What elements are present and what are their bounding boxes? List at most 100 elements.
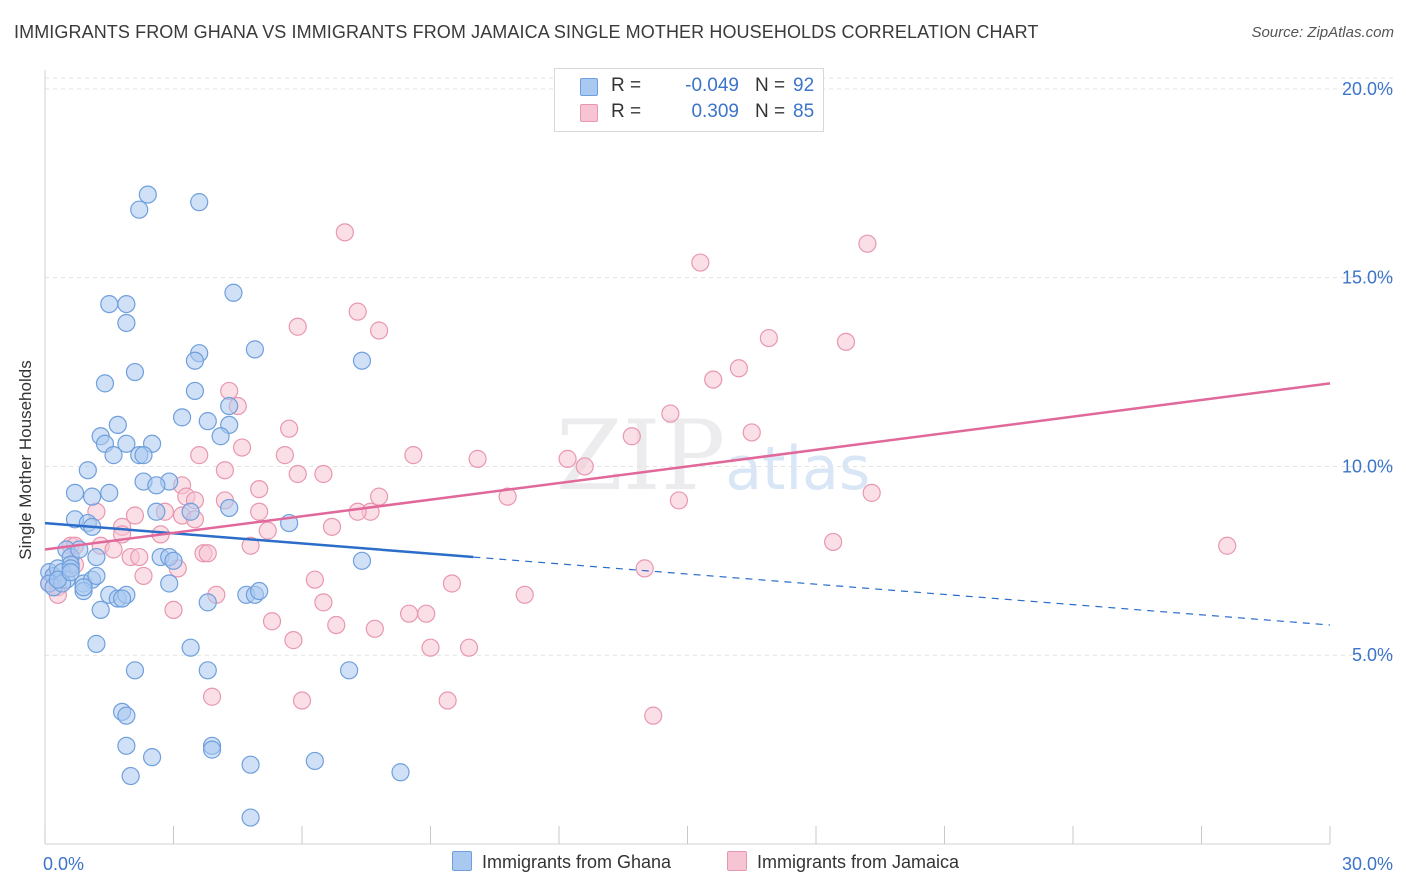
ghana-point xyxy=(352,551,372,570)
legend-r-value: -0.049 xyxy=(685,75,739,96)
jamaica-point xyxy=(104,540,123,559)
ghana-point xyxy=(220,396,239,416)
jamaica-point xyxy=(134,566,153,586)
ghana-point xyxy=(147,502,166,521)
jamaica-point xyxy=(742,423,761,442)
ghana-point xyxy=(147,476,166,495)
jamaica-point xyxy=(305,570,324,589)
ghana-point xyxy=(87,634,106,653)
ghana-point xyxy=(117,736,136,755)
legend-r-label: R = xyxy=(611,75,642,96)
bottom-legend-jamaica: Immigrants from Jamaica xyxy=(727,851,959,876)
jamaica-point xyxy=(442,574,462,593)
jamaica-point xyxy=(284,631,303,650)
bottom-legend-swatch-ghana xyxy=(452,851,472,872)
ghana-point xyxy=(142,748,162,767)
legend-r-label: R = xyxy=(611,101,642,122)
ghana-point xyxy=(121,766,140,786)
ghana-point xyxy=(74,578,93,597)
ghana-point xyxy=(125,362,145,382)
jamaica-point xyxy=(729,359,749,378)
jamaica-point xyxy=(644,706,663,725)
bottom-legend-label: Immigrants from Ghana xyxy=(482,852,672,872)
jamaica-point xyxy=(417,604,436,623)
jamaica-point xyxy=(858,234,877,253)
watermark-zip: ZIP xyxy=(556,400,726,512)
jamaica-point xyxy=(404,446,423,465)
jamaica-point xyxy=(250,502,269,521)
jamaica-point xyxy=(635,559,654,578)
ghana-point xyxy=(160,574,179,593)
jamaica-point xyxy=(515,585,534,604)
jamaica-point xyxy=(164,600,183,620)
jamaica-point xyxy=(322,517,342,536)
jamaica-point xyxy=(288,464,307,484)
jamaica-point xyxy=(198,544,217,563)
jamaica-point xyxy=(314,464,333,484)
ghana-point xyxy=(181,502,200,521)
ghana-point xyxy=(202,740,222,759)
ghana-point xyxy=(130,200,149,219)
ghana-point xyxy=(104,446,123,465)
jamaica-point xyxy=(459,638,479,657)
jamaica-point xyxy=(327,615,346,635)
ghana-point xyxy=(190,193,209,212)
ghana-point xyxy=(83,487,102,506)
ghana-point xyxy=(87,547,106,567)
ghana-point xyxy=(61,563,80,582)
y-axis-label: Single Mother Households xyxy=(16,360,35,560)
ghana-point xyxy=(138,185,157,204)
ghana-point xyxy=(198,593,217,612)
ghana-point xyxy=(87,566,106,586)
ghana-point xyxy=(245,340,264,359)
jamaica-point xyxy=(125,506,145,525)
ghana-point xyxy=(198,412,217,431)
bottom-legend-ghana: Immigrants from Ghana xyxy=(452,851,672,876)
jamaica-point xyxy=(130,547,149,567)
jamaica-point xyxy=(241,536,260,555)
jamaica-point xyxy=(421,638,440,657)
ghana-point xyxy=(185,381,205,401)
jamaica-point xyxy=(836,332,856,351)
ghana-point xyxy=(95,374,115,393)
jamaica-point xyxy=(399,604,419,623)
correlation-legend: R = -0.049 N = 92 R = 0.309 N = 85 xyxy=(554,68,824,132)
ghana-point xyxy=(241,808,260,827)
ghana-point xyxy=(117,313,136,333)
legend-swatch-jamaica xyxy=(580,104,598,122)
y-tick-label: 15.0% xyxy=(1342,268,1393,288)
jamaica-point xyxy=(691,253,710,272)
x-tick-label: 0.0% xyxy=(43,854,84,874)
ghana-point xyxy=(352,351,372,370)
jamaica-point xyxy=(288,317,307,336)
jamaica-point xyxy=(498,487,517,506)
legend-swatch-ghana xyxy=(580,78,598,96)
legend-n-label: N = xyxy=(755,75,786,96)
source-label: Source: ZipAtlas.com xyxy=(1251,24,1394,41)
jamaica-point xyxy=(190,446,209,465)
jamaica-point xyxy=(280,419,299,438)
jamaica-point xyxy=(262,612,282,631)
legend-n-value: 92 xyxy=(793,75,815,96)
jamaica-point xyxy=(215,461,234,480)
ghana-point xyxy=(100,294,119,314)
jamaica-point xyxy=(232,438,252,457)
jamaica-trend-line xyxy=(44,382,1331,551)
jamaica-point xyxy=(370,487,389,506)
jamaica-point xyxy=(862,483,881,502)
jamaica-point xyxy=(292,691,312,710)
jamaica-point xyxy=(258,521,277,540)
jamaica-point xyxy=(202,687,222,706)
jamaica-point xyxy=(759,328,778,348)
ghana-point xyxy=(117,434,136,453)
bottom-legend-swatch-jamaica xyxy=(727,851,747,872)
jamaica-point xyxy=(365,619,384,638)
legend-n-label: N = xyxy=(755,101,786,122)
jamaica-point xyxy=(661,404,680,423)
jamaica-point xyxy=(438,691,457,710)
y-tick-label: 20.0% xyxy=(1342,79,1393,99)
ghana-point xyxy=(224,283,243,302)
ghana-point xyxy=(181,638,200,657)
ghana-point xyxy=(125,661,145,680)
ghana-point xyxy=(250,581,269,601)
